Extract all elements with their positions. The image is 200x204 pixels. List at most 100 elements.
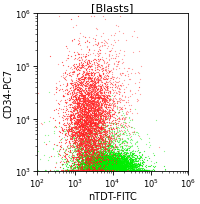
Point [103, 134, 107, 137]
Point [87, 125, 90, 128]
Point [106, 165, 109, 168]
Point [89, 74, 92, 77]
Point [93, 157, 96, 160]
Point [98, 107, 101, 111]
Point [110, 102, 113, 105]
Point [90, 156, 93, 159]
Point [95, 157, 98, 160]
Point [82, 115, 85, 119]
Point [82, 112, 85, 115]
Point [111, 162, 114, 165]
Point [108, 122, 111, 125]
Point [78, 139, 81, 142]
Point [98, 169, 102, 172]
Point [81, 99, 84, 102]
Point [109, 166, 112, 169]
Point [122, 164, 125, 167]
Point [109, 169, 112, 172]
Point [109, 128, 112, 131]
Point [83, 154, 87, 157]
Point [127, 116, 131, 120]
Point [80, 165, 83, 168]
Point [98, 167, 101, 171]
Point [80, 121, 83, 124]
Point [97, 162, 100, 165]
Point [98, 90, 101, 93]
Point [104, 169, 107, 172]
Point [87, 89, 90, 92]
Point [79, 140, 82, 144]
Point [108, 129, 112, 133]
Point [97, 95, 100, 99]
Point [110, 166, 113, 169]
Point [92, 138, 95, 142]
Point [91, 88, 94, 91]
Point [89, 138, 92, 142]
Point [110, 158, 113, 162]
Point [72, 65, 76, 69]
Point [79, 155, 82, 159]
Point [113, 157, 116, 160]
Point [90, 145, 93, 148]
Point [86, 120, 89, 123]
Point [98, 126, 101, 130]
Point [125, 167, 129, 170]
Point [80, 169, 83, 172]
Point [100, 152, 104, 155]
Point [111, 146, 115, 149]
Point [109, 166, 113, 169]
Point [89, 147, 92, 150]
Point [86, 160, 90, 164]
Point [100, 168, 103, 172]
Point [80, 125, 83, 129]
Point [74, 157, 77, 160]
Point [80, 111, 83, 114]
Point [105, 157, 108, 160]
Point [90, 96, 93, 100]
Point [104, 169, 107, 172]
Point [107, 127, 111, 130]
Point [91, 169, 94, 172]
Point [127, 165, 130, 168]
Point [73, 106, 76, 110]
Point [121, 169, 124, 172]
Point [97, 169, 100, 172]
Point [91, 164, 94, 168]
Point [81, 101, 84, 104]
Point [96, 109, 99, 112]
Point [125, 164, 128, 167]
Point [104, 155, 107, 158]
Point [112, 166, 115, 169]
Point [117, 167, 120, 171]
Point [146, 169, 149, 172]
Point [80, 123, 83, 126]
Point [91, 166, 94, 170]
Point [99, 165, 102, 168]
Point [61, 166, 65, 170]
Point [107, 148, 110, 151]
Point [108, 161, 111, 164]
Point [106, 162, 109, 165]
Point [74, 165, 77, 169]
Point [98, 159, 102, 162]
Point [96, 94, 99, 97]
Point [98, 150, 101, 153]
Point [105, 160, 108, 164]
Point [71, 107, 74, 110]
Point [96, 169, 99, 172]
Point [102, 145, 105, 149]
Point [106, 147, 109, 150]
Point [133, 142, 136, 145]
Point [96, 169, 99, 172]
Point [87, 165, 90, 168]
Point [73, 137, 76, 140]
Point [137, 163, 140, 166]
Point [94, 161, 97, 164]
Point [94, 124, 97, 128]
Point [76, 146, 79, 149]
Point [111, 160, 114, 163]
Point [95, 154, 99, 157]
Point [80, 107, 83, 111]
Point [80, 78, 83, 81]
Point [89, 73, 92, 76]
